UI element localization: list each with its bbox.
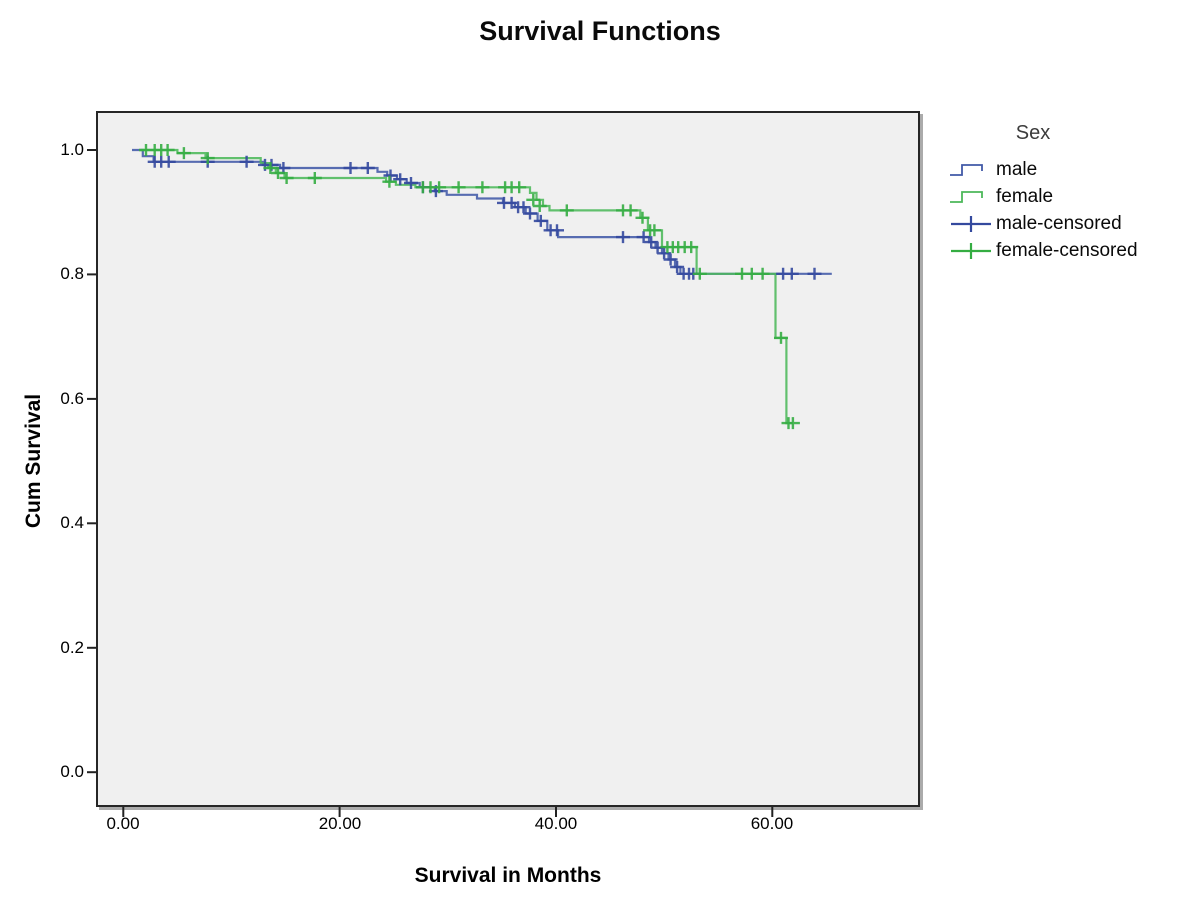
legend-item-label: male-censored [996, 213, 1122, 234]
legend-item-male: male [948, 159, 1196, 181]
female-censored-plus-icon [951, 243, 991, 259]
y-tick-label: 0.8 [60, 264, 84, 283]
legend-item-label: female [996, 186, 1054, 207]
y-tick-label: 0.4 [60, 513, 84, 532]
legend-item-female: female [948, 186, 1196, 208]
y-tick-label: 0.2 [60, 638, 84, 657]
chart-title: Survival Functions [479, 16, 721, 46]
legend-item-label: male [996, 159, 1038, 180]
y-tick-label: 0.0 [60, 762, 84, 781]
y-tick-label: 1.0 [60, 140, 84, 159]
legend-item-male-censored: male-censored [948, 213, 1196, 235]
legend-title: Sex [1015, 122, 1051, 144]
x-tick-label: 0.00 [106, 814, 140, 833]
legend-item-label: female-censored [996, 240, 1138, 261]
male-step-icon [950, 164, 983, 176]
male-censored-plus-icon [951, 216, 991, 232]
plot-area [96, 111, 920, 807]
legend: Sex male female male-censored female-cen… [948, 122, 1196, 267]
x-tick-label: 40.00 [534, 814, 578, 833]
y-tick-label: 0.6 [60, 389, 84, 408]
x-tick-label: 20.00 [318, 814, 362, 833]
x-axis-label: Survival in Months [414, 864, 602, 887]
female-step-icon [950, 191, 983, 203]
legend-item-female-censored: female-censored [948, 240, 1196, 262]
y-axis-label: Cum Survival [22, 393, 45, 529]
x-tick-label: 60.00 [750, 814, 794, 833]
